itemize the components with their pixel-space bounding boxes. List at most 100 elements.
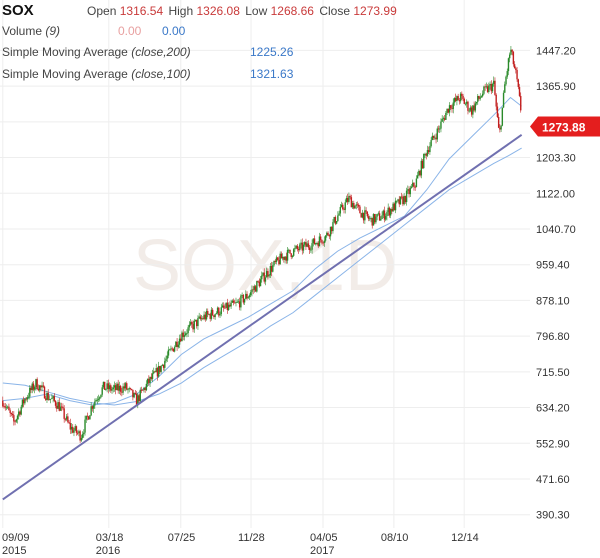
candle-body bbox=[486, 86, 489, 92]
candle-body bbox=[499, 127, 501, 130]
candle-body bbox=[106, 383, 108, 389]
candle-body bbox=[434, 137, 436, 139]
candle-body bbox=[177, 344, 180, 348]
candle-body bbox=[227, 304, 230, 310]
candle-body bbox=[414, 186, 416, 188]
candle-body bbox=[135, 393, 138, 405]
candle-body bbox=[30, 387, 32, 391]
candle-body bbox=[65, 416, 68, 420]
candle-body bbox=[495, 94, 497, 107]
candle-body bbox=[42, 385, 44, 387]
candle-body bbox=[393, 203, 396, 211]
candle-body bbox=[408, 189, 410, 195]
candle-body bbox=[132, 389, 134, 398]
candle-body bbox=[457, 96, 459, 101]
candle-body bbox=[272, 265, 274, 272]
candle-body bbox=[107, 383, 110, 390]
candle-body bbox=[463, 98, 465, 104]
candle-body bbox=[512, 51, 515, 65]
candle-body bbox=[230, 302, 232, 307]
candle-body bbox=[2, 400, 4, 407]
candle-body bbox=[479, 97, 481, 99]
candle-body bbox=[402, 196, 404, 205]
candle-body bbox=[517, 79, 519, 88]
close-label: Close bbox=[319, 4, 351, 18]
candle-body bbox=[405, 190, 408, 203]
candle-body bbox=[265, 271, 268, 278]
candle-body bbox=[412, 182, 414, 187]
candle-body bbox=[100, 394, 102, 398]
candle-body bbox=[205, 310, 208, 320]
candle-body bbox=[225, 302, 227, 308]
candle-body bbox=[139, 389, 141, 402]
candle-body bbox=[365, 210, 367, 212]
candle-body bbox=[353, 202, 355, 209]
candle-body bbox=[18, 411, 20, 416]
candle-body bbox=[53, 396, 56, 401]
candle-body bbox=[312, 238, 315, 244]
candle-body bbox=[84, 419, 86, 433]
candle-body bbox=[369, 218, 371, 220]
candle-body bbox=[229, 304, 231, 307]
candle-body bbox=[407, 189, 409, 191]
candle-body bbox=[338, 213, 340, 216]
volume-params: (9) bbox=[45, 24, 61, 38]
candle-body bbox=[231, 300, 234, 303]
candle-body bbox=[36, 379, 38, 389]
candle-body bbox=[80, 437, 83, 441]
candle-body bbox=[366, 211, 369, 217]
candle-body bbox=[446, 108, 448, 113]
candle-body bbox=[48, 399, 51, 401]
candle-body bbox=[513, 64, 516, 69]
symbol: SOX bbox=[2, 2, 34, 19]
candle-body bbox=[64, 418, 67, 420]
candle-body bbox=[342, 204, 344, 210]
candle-body bbox=[375, 216, 377, 223]
candle-body bbox=[497, 116, 500, 128]
candle-body bbox=[468, 110, 470, 112]
candle-body bbox=[37, 388, 40, 391]
candle-body bbox=[383, 210, 386, 220]
candle-body bbox=[461, 93, 463, 96]
candle-body bbox=[415, 178, 418, 188]
candle-body bbox=[26, 397, 29, 400]
sma100-params: (close,100) bbox=[131, 67, 191, 81]
candle-body bbox=[288, 249, 290, 251]
candle-body bbox=[117, 383, 119, 391]
candle-body bbox=[186, 333, 188, 334]
y-tick-label: 1040.70 bbox=[536, 224, 576, 236]
candle-body bbox=[429, 146, 431, 153]
candle-body bbox=[478, 95, 480, 99]
candle-body bbox=[335, 221, 338, 224]
open-label: Open bbox=[87, 4, 117, 18]
sma200-value: 1225.26 bbox=[250, 45, 294, 59]
candle-body bbox=[34, 387, 36, 390]
candle-body bbox=[426, 150, 429, 156]
candle-body bbox=[143, 387, 145, 391]
candle-body bbox=[481, 93, 484, 97]
candle-body bbox=[386, 212, 388, 217]
watermark: SOX,1D bbox=[133, 226, 397, 306]
candle-body bbox=[248, 295, 251, 298]
candle-body bbox=[56, 405, 58, 409]
candle-body bbox=[188, 324, 191, 328]
candle-body bbox=[161, 364, 164, 366]
candle-body bbox=[62, 406, 64, 409]
candle-body bbox=[169, 349, 171, 351]
candle-body bbox=[103, 381, 106, 390]
candle-body bbox=[511, 49, 513, 52]
candle-body bbox=[140, 389, 143, 391]
candle-body bbox=[294, 247, 296, 250]
candle-body bbox=[346, 198, 349, 202]
candle-body bbox=[235, 302, 237, 303]
candle-body bbox=[150, 376, 153, 379]
candle-body bbox=[124, 383, 127, 389]
candle-body bbox=[68, 421, 70, 424]
candle-body bbox=[439, 128, 441, 130]
y-tick-label: 796.80 bbox=[536, 331, 570, 343]
candle-body bbox=[245, 293, 247, 299]
candle-body bbox=[128, 388, 130, 390]
sma200-label: Simple Moving Average bbox=[2, 45, 128, 59]
candle-body bbox=[105, 388, 107, 390]
